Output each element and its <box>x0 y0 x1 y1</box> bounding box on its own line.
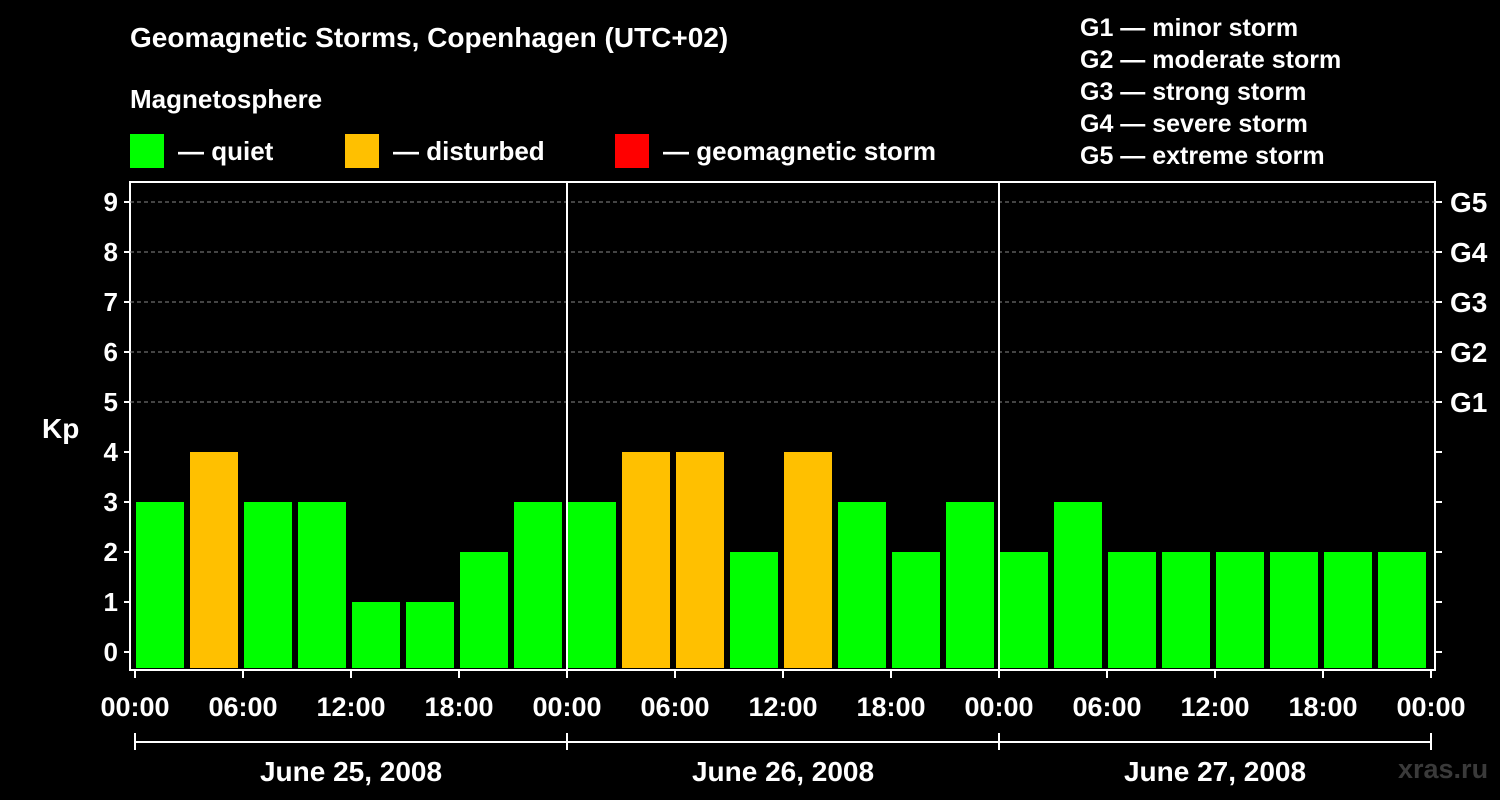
x-tick-label: 12:00 <box>316 692 385 722</box>
g-scale-legend: G1 — minor storm G2 — moderate storm G3 … <box>1080 12 1341 172</box>
bar <box>514 502 562 668</box>
y-tick-label: 4 <box>104 437 119 467</box>
x-tick-label: 06:00 <box>208 692 277 722</box>
g-scale-label: G5 <box>1450 187 1487 218</box>
bar <box>892 552 940 668</box>
bar <box>1216 552 1264 668</box>
chart-title: Geomagnetic Storms, Copenhagen (UTC+02) <box>130 22 729 53</box>
x-tick-label: 06:00 <box>1072 692 1141 722</box>
legend-label-storm: — geomagnetic storm <box>663 135 937 166</box>
bar <box>1270 552 1318 668</box>
legend-heading: Magnetosphere <box>130 84 323 114</box>
g-legend-g1: G1 — minor storm <box>1080 14 1299 42</box>
x-tick-label: 00:00 <box>1396 692 1465 722</box>
y-tick-label: 1 <box>104 587 118 617</box>
g-scale-label: G1 <box>1450 387 1487 418</box>
legend-item-quiet: — quiet <box>130 134 273 168</box>
legend-item-storm: — geomagnetic storm <box>615 134 936 168</box>
y-tick-label: 0 <box>104 637 118 667</box>
bar <box>136 502 184 668</box>
g-legend-g3: G3 — strong storm <box>1080 78 1307 106</box>
bar <box>784 452 832 668</box>
y-tick-label: 3 <box>104 487 118 517</box>
x-tick-label: 12:00 <box>748 692 817 722</box>
g-scale-label: G4 <box>1450 237 1488 268</box>
bar <box>1000 552 1048 668</box>
bar <box>190 452 238 668</box>
bar <box>1108 552 1156 668</box>
day-label: June 25, 2008 <box>260 756 442 787</box>
legend-label-quiet: — quiet <box>178 135 274 166</box>
bar <box>1378 552 1426 668</box>
y-tick-label: 9 <box>104 187 118 217</box>
g-scale-label: G3 <box>1450 287 1487 318</box>
bar <box>676 452 724 668</box>
g-legend-g2: G2 — moderate storm <box>1080 46 1342 74</box>
g-scale-label: G2 <box>1450 337 1487 368</box>
day-label: June 26, 2008 <box>692 756 874 787</box>
legend-item-disturbed: — disturbed <box>345 134 545 168</box>
bar <box>730 552 778 668</box>
bar <box>568 502 616 668</box>
x-tick-label: 18:00 <box>1288 692 1357 722</box>
bar <box>1054 502 1102 668</box>
bar <box>622 452 670 668</box>
bar <box>1162 552 1210 668</box>
x-tick-label: 18:00 <box>424 692 493 722</box>
bar <box>352 602 400 668</box>
bar <box>406 602 454 668</box>
y-axis-label: Kp <box>42 413 79 444</box>
bar <box>1324 552 1372 668</box>
x-tick-label: 00:00 <box>532 692 601 722</box>
bar <box>946 502 994 668</box>
disturbed-swatch <box>345 134 379 168</box>
bar <box>244 502 292 668</box>
y-tick-label: 8 <box>104 237 118 267</box>
day-label: June 27, 2008 <box>1124 756 1306 787</box>
x-tick-label: 18:00 <box>856 692 925 722</box>
watermark: xras.ru <box>1398 754 1489 784</box>
x-tick-label: 06:00 <box>640 692 709 722</box>
bar <box>838 502 886 668</box>
x-tick-label: 12:00 <box>1180 692 1249 722</box>
g-legend-g5: G5 — extreme storm <box>1080 142 1325 170</box>
y-tick-label: 7 <box>104 287 118 317</box>
legend-label-disturbed: — disturbed <box>393 135 545 166</box>
storm-swatch <box>615 134 649 168</box>
y-tick-label: 5 <box>104 387 118 417</box>
y-tick-label: 6 <box>104 337 118 367</box>
g-legend-g4: G4 — severe storm <box>1080 110 1308 138</box>
bar <box>460 552 508 668</box>
y-tick-label: 2 <box>104 537 118 567</box>
x-tick-label: 00:00 <box>964 692 1033 722</box>
bar <box>298 502 346 668</box>
x-tick-label: 00:00 <box>100 692 169 722</box>
quiet-swatch <box>130 134 164 168</box>
